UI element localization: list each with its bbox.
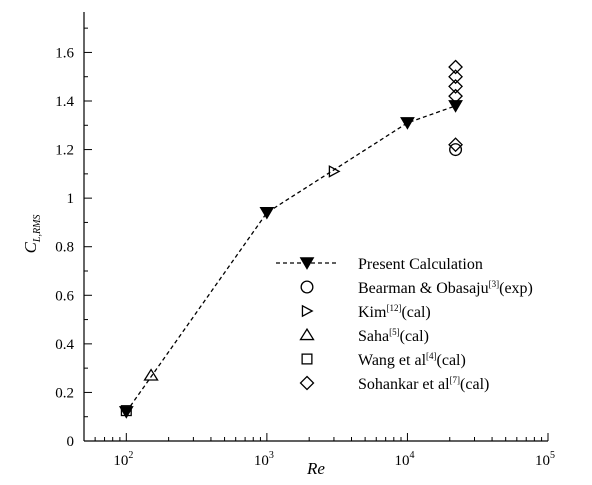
plot-frame [83, 12, 548, 442]
legend-marker [301, 304, 314, 318]
y-axis-title: CL,RMS [21, 215, 43, 254]
legend-marker [299, 257, 315, 270]
legend-marker [299, 375, 315, 391]
data-point [448, 88, 463, 104]
legend-entry: Bearman & Obasaju[3](exp) [300, 279, 533, 297]
series-layer [118, 59, 463, 419]
y-tick-label: 0.8 [55, 240, 74, 256]
svg-text:CL,RMS: CL,RMS [21, 215, 43, 254]
y-tick-label: 1.4 [55, 94, 74, 110]
x-tick-label: 105 [535, 450, 555, 469]
data-point [448, 100, 463, 113]
legend-entry: Wang et al[4](cal) [301, 351, 466, 369]
data-point [448, 69, 463, 85]
series-2 [328, 165, 341, 178]
data-point [143, 368, 159, 381]
legend-label: Present Calculation [358, 256, 483, 273]
x-tick-label: 104 [394, 450, 414, 469]
legend-entry: Sohankar et al[7](cal) [299, 375, 489, 393]
data-point [120, 405, 132, 417]
legend-label: Kim[12](cal) [358, 303, 431, 321]
y-tick-label: 1 [67, 191, 75, 207]
data-point [328, 165, 341, 178]
x-axis: 102 103 104 105 [83, 433, 555, 469]
y-tick-label: 0.6 [55, 288, 74, 304]
series-0 [118, 100, 463, 419]
legend-marker [299, 327, 315, 341]
y-tick-label: 0.2 [55, 385, 74, 401]
legend-label: Sohankar et al[7](cal) [358, 375, 489, 393]
x-axis-title: Re [306, 459, 325, 478]
y-axis: 0 0.2 0.4 0.6 0.8 1 1.2 1.4 1.6 [55, 27, 92, 450]
legend-label: Saha[5](cal) [358, 327, 429, 345]
data-point [400, 117, 415, 130]
data-point [448, 59, 463, 75]
x-tick-label: 102 [113, 450, 133, 469]
legend-entry: Kim[12](cal) [301, 303, 431, 321]
legend: Present Calculation Bearman & Obasaju[3](… [276, 256, 533, 393]
series-1 [449, 143, 463, 157]
y-axis-title-sub: L,RMS [32, 215, 43, 244]
data-point [448, 137, 463, 153]
series-5 [448, 59, 463, 153]
y-tick-label: 0.4 [55, 337, 74, 353]
legend-label: Wang et al[4](cal) [358, 351, 466, 369]
y-tick-label: 1.2 [55, 143, 74, 159]
x-tick-label: 103 [254, 450, 274, 469]
y-axis-title-main: C [21, 241, 40, 253]
legend-marker [300, 280, 314, 294]
data-point [448, 79, 463, 94]
data-point [449, 143, 463, 157]
series-3 [143, 368, 159, 381]
series-4 [120, 405, 132, 417]
y-tick-label: 0 [67, 434, 75, 450]
y-tick-label: 1.6 [55, 45, 74, 61]
legend-entry: Saha[5](cal) [299, 327, 429, 345]
legend-marker [301, 353, 313, 365]
legend-entry: Present Calculation [276, 256, 483, 273]
legend-label: Bearman & Obasaju[3](exp) [358, 279, 533, 297]
data-point [259, 207, 275, 220]
data-point [118, 406, 134, 419]
series-line [125, 105, 456, 413]
